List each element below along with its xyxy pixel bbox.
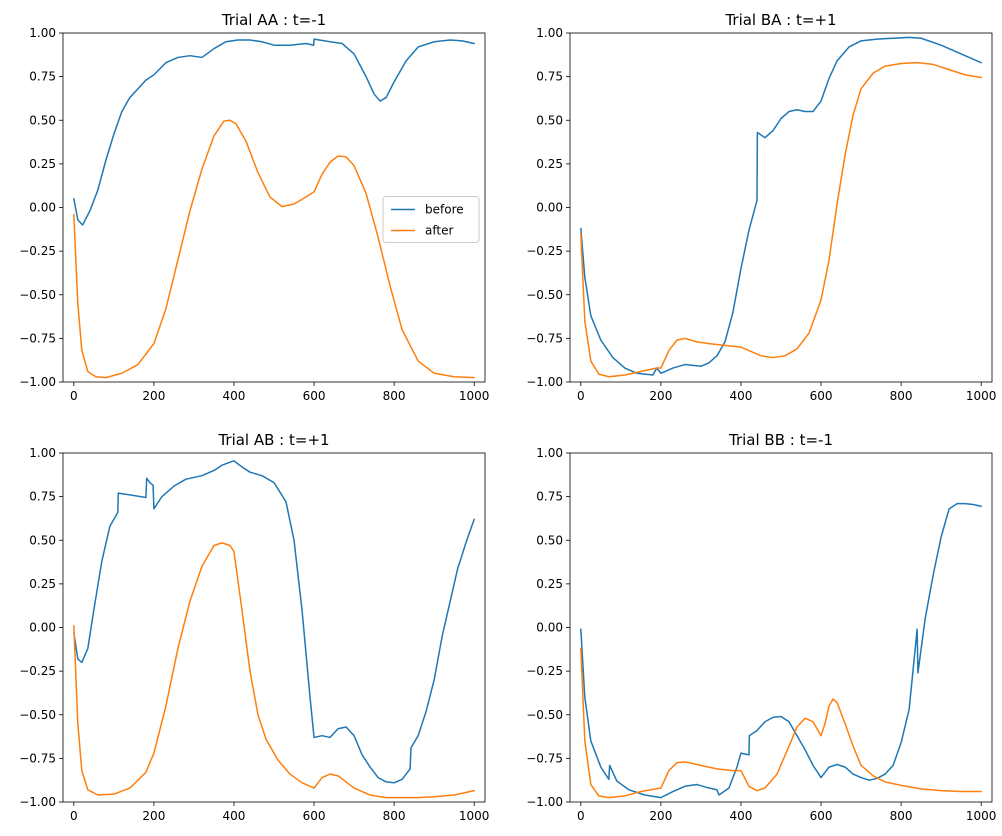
chart-title: Trial AA : t=-1 [221,11,326,29]
x-tick-label: 200 [142,389,165,403]
x-tick-label: 0 [577,389,585,403]
plot-frame [569,32,993,383]
chart-panel-2: Trial BA : t=+1 −1.00 −0.75 −0.50 −0.25 0.00 0… [526,11,996,403]
y-tick-label: −1.00 [526,375,563,389]
x-tick-label: 400 [223,389,246,403]
x-tick-label: 200 [649,809,672,823]
y-tick-label: 0.75 [29,70,56,84]
y-tick-label: 1.00 [29,26,56,40]
y-tick-label: 0.75 [536,490,563,504]
x-tick-label: 0 [70,389,78,403]
x-tick-label: 800 [383,389,406,403]
chart-title: Trial BA : t=+1 [724,11,836,29]
x-tick-label: 400 [730,809,753,823]
x-tick-label: 200 [649,389,672,403]
y-tick-label: 1.00 [536,446,563,460]
y-tick-label: 0.75 [29,490,56,504]
y-tick-label: 0.00 [29,621,56,635]
x-tick-label: 800 [383,809,406,823]
x-tick-label: 200 [142,809,165,823]
y-tick-label: −0.25 [526,664,563,678]
series-line-after [580,61,982,378]
series-line-after [73,542,475,799]
y-tick-label: −0.75 [19,331,56,345]
y-tick-label: −0.75 [19,751,56,765]
y-tick-label: 0.25 [536,157,563,171]
chart-panel-1: Trial AA : t=-1 −1.00 −0.75 −0.50 −0.25 0.00 0… [19,11,489,403]
y-tick-label: −0.50 [19,708,56,722]
y-tick-label: −0.25 [19,664,56,678]
series-line-before [73,460,475,784]
legend-label-after: after [425,224,453,238]
chart-title: Trial AB : t=+1 [217,431,329,449]
y-tick-label: 0.50 [536,113,563,127]
y-tick-label: 1.00 [29,446,56,460]
y-tick-label: −0.25 [19,244,56,258]
y-tick-label: 0.75 [536,70,563,84]
plot-frame [62,32,486,383]
y-tick-label: −1.00 [19,795,56,809]
y-tick-label: −0.75 [526,751,563,765]
series-line-before [73,38,475,226]
y-tick-label: −0.25 [526,244,563,258]
x-tick-label: 400 [730,389,753,403]
x-tick-label: 1000 [459,389,490,403]
x-tick-label: 600 [303,389,326,403]
y-tick-label: 0.50 [29,113,56,127]
y-tick-label: 0.00 [29,201,56,215]
y-tick-label: −0.50 [19,288,56,302]
x-tick-label: 1000 [459,809,490,823]
y-tick-label: 0.00 [536,201,563,215]
series-line-before [580,502,982,799]
series-line-after [73,119,475,379]
x-tick-label: 1000 [966,389,997,403]
x-tick-label: 0 [70,809,78,823]
x-tick-label: 0 [577,809,585,823]
y-tick-label: 0.00 [536,621,563,635]
x-tick-label: 400 [223,809,246,823]
plot-frame [569,452,993,803]
x-tick-label: 800 [890,389,913,403]
y-tick-label: −0.75 [526,331,563,345]
x-tick-label: 600 [810,809,833,823]
y-tick-label: −1.00 [19,375,56,389]
y-tick-label: −0.50 [526,288,563,302]
plot-frame [62,452,486,803]
y-tick-label: 0.25 [536,577,563,591]
y-tick-label: 0.50 [29,533,56,547]
legend: before after [382,196,480,243]
y-tick-label: 1.00 [536,26,563,40]
x-tick-label: 600 [303,809,326,823]
chart-panel-3: Trial AB : t=+1 −1.00 −0.75 −0.50 −0.25 0.00 0… [19,431,489,823]
y-tick-label: 0.25 [29,577,56,591]
chart-title: Trial BB : t=-1 [728,431,833,449]
series-line-after [580,647,982,799]
y-tick-label: 0.50 [536,533,563,547]
chart-panel-4: Trial BB : t=-1 −1.00 −0.75 −0.50 −0.25 0.00 0… [526,431,996,823]
series-line-before [580,36,982,376]
legend-label-before: before [425,203,464,217]
y-tick-label: −1.00 [526,795,563,809]
x-tick-label: 600 [810,389,833,403]
y-tick-label: −0.50 [526,708,563,722]
x-tick-label: 1000 [966,809,997,823]
y-tick-label: 0.25 [29,157,56,171]
x-tick-label: 800 [890,809,913,823]
